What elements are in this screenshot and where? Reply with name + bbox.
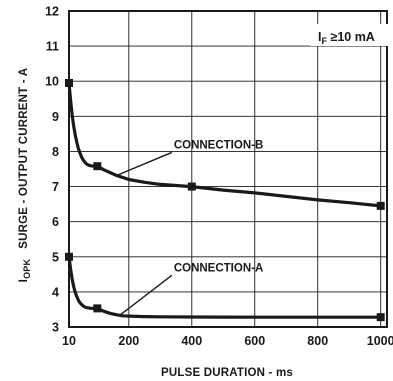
connection-a-label: CONNECTION-A <box>174 262 263 274</box>
connection-a-leader-line <box>119 274 173 316</box>
condition-annotation: IF ≥10 mA <box>310 24 388 46</box>
y-tick-labels: 3 4 5 6 7 8 9 10 11 12 <box>45 5 59 335</box>
y-tick-label: 4 <box>52 285 59 299</box>
y-axis-label-subscript: OPK <box>22 259 32 279</box>
x-tick-label: 1000 <box>367 334 393 348</box>
y-tick-label: 10 <box>45 75 59 89</box>
y-axis-label-text: SURGE - OUTPUT CURRENT - A <box>18 68 30 249</box>
series-labels: CONNECTION-B CONNECTION-A <box>117 139 263 316</box>
connection-b-leader-line <box>117 151 173 176</box>
x-tick-label: 400 <box>181 334 202 348</box>
connection-a-marker <box>65 252 73 261</box>
y-tick-label: 12 <box>45 5 59 19</box>
condition-subscript: F <box>321 36 327 46</box>
connection-a-marker <box>376 313 385 322</box>
x-tick-label: 200 <box>118 334 139 348</box>
x-tick-label: 800 <box>307 334 328 348</box>
connection-b-label: CONNECTION-B <box>174 139 263 151</box>
connection-b-marker <box>93 162 102 171</box>
grid-lines <box>68 10 387 328</box>
connection-a-marker <box>93 304 102 313</box>
y-tick-label: 7 <box>52 180 59 194</box>
x-tick-label: 600 <box>244 334 265 348</box>
y-tick-label: 6 <box>52 215 59 229</box>
series-curves <box>67 81 383 319</box>
condition-text: ≥10 mA <box>327 30 375 44</box>
x-tick-labels: 10 200 400 600 800 1000 <box>62 334 393 348</box>
connection-b-marker <box>376 201 385 210</box>
y-tick-label: 3 <box>52 321 59 335</box>
y-tick-label: 8 <box>52 145 59 159</box>
svg-text:IOPKSURGE - OUTPUT CURRENT - A: IOPK SURGE - OUTPUT CURRENT - A <box>18 68 32 283</box>
condition-symbol: I <box>318 30 321 44</box>
x-tick-label: 10 <box>62 334 76 348</box>
plot-frame <box>68 10 388 328</box>
y-tick-label: 5 <box>52 250 59 264</box>
series-markers <box>65 78 385 322</box>
connection-b-marker <box>65 78 73 87</box>
y-tick-label: 9 <box>52 110 59 124</box>
svg-text:IF ≥10 mA: IF ≥10 mA <box>318 30 375 46</box>
y-axis-label-symbol: I <box>18 279 30 282</box>
y-axis-label: IOPK SURGE - OUTPUT CURRENT - A <box>18 68 32 283</box>
x-axis-label: PULSE DURATION - ms <box>161 367 293 379</box>
connection-b-marker <box>187 182 196 191</box>
y-tick-label: 11 <box>46 40 59 54</box>
